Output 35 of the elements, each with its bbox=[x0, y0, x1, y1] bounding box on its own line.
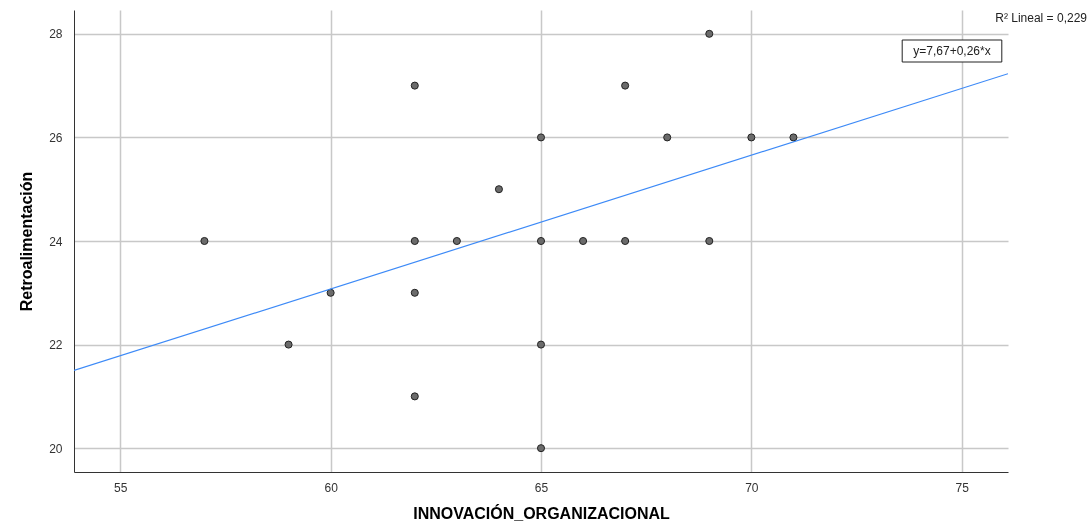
point bbox=[536, 133, 546, 142]
x-tick-label: 75 bbox=[955, 480, 970, 495]
y-tick-label: 26 bbox=[49, 130, 63, 145]
x-tick-label: 65 bbox=[534, 480, 549, 495]
annotation: y=7,67+0,26*x bbox=[913, 44, 991, 58]
point bbox=[663, 133, 672, 142]
point bbox=[410, 288, 419, 297]
point bbox=[705, 29, 714, 38]
x-tick-label: 55 bbox=[114, 480, 128, 495]
point bbox=[747, 133, 756, 142]
point bbox=[621, 81, 630, 90]
point bbox=[789, 133, 798, 142]
y-tick-label: 24 bbox=[49, 234, 63, 249]
point bbox=[284, 340, 293, 349]
point bbox=[494, 185, 503, 194]
point bbox=[326, 288, 335, 297]
x-tick-label: 70 bbox=[745, 480, 759, 495]
y-tick-label: 20 bbox=[49, 441, 63, 456]
point bbox=[536, 444, 546, 453]
point bbox=[536, 340, 546, 349]
point bbox=[579, 236, 588, 246]
point bbox=[621, 236, 630, 246]
y-tick-label: 28 bbox=[49, 27, 63, 42]
y-axis-title: Retroalimentación bbox=[18, 171, 36, 312]
annotation: R² Lineal = 0,229 bbox=[995, 11, 1088, 25]
point bbox=[410, 236, 419, 246]
point bbox=[536, 236, 546, 246]
x-tick-label: 60 bbox=[324, 480, 339, 495]
point bbox=[452, 236, 461, 246]
y-tick-label: 22 bbox=[49, 338, 63, 353]
x-axis-title: INNOVACIÓN_ORGANIZACIONAL bbox=[413, 503, 671, 522]
point bbox=[410, 392, 419, 401]
point bbox=[705, 236, 714, 246]
point bbox=[200, 236, 209, 246]
point bbox=[410, 81, 419, 90]
